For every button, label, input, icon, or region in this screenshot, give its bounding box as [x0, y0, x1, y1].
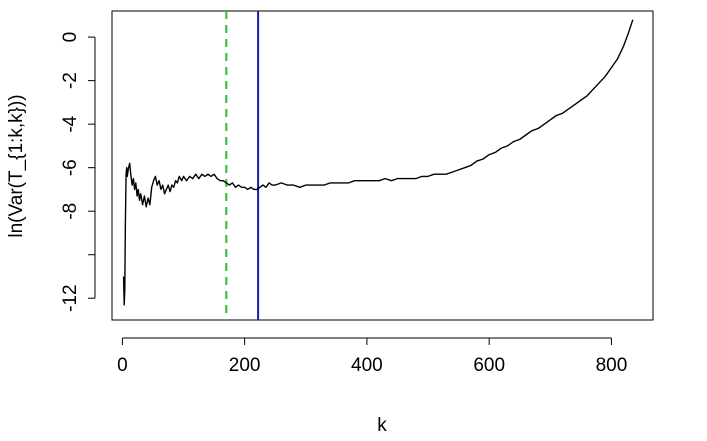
x-axis-title: k — [377, 415, 387, 436]
y-tick-label: -8 — [60, 203, 81, 220]
x-axis: 0 200 400 600 800 — [117, 337, 628, 376]
y-tick-label: -2 — [60, 72, 81, 89]
y-tick-label: -6 — [60, 159, 81, 176]
x-tick-label: 400 — [351, 355, 383, 376]
x-tick-label: 800 — [596, 355, 628, 376]
y-tick-label: 0 — [60, 32, 81, 43]
series-line-1 — [122, 19, 634, 306]
y-axis: -12 -8 -6 -4 -2 0 — [60, 32, 96, 312]
y-tick-label: -4 — [60, 115, 81, 132]
y-tick-label: -12 — [60, 284, 81, 311]
x-tick-label: 600 — [473, 355, 505, 376]
x-tick-label: 0 — [117, 355, 128, 376]
plot-frame — [111, 10, 654, 321]
y-axis-title: ln(Var(T_{1:k,k})) — [6, 94, 27, 237]
chart-marks — [122, 11, 634, 320]
x-tick-label: 200 — [229, 355, 261, 376]
